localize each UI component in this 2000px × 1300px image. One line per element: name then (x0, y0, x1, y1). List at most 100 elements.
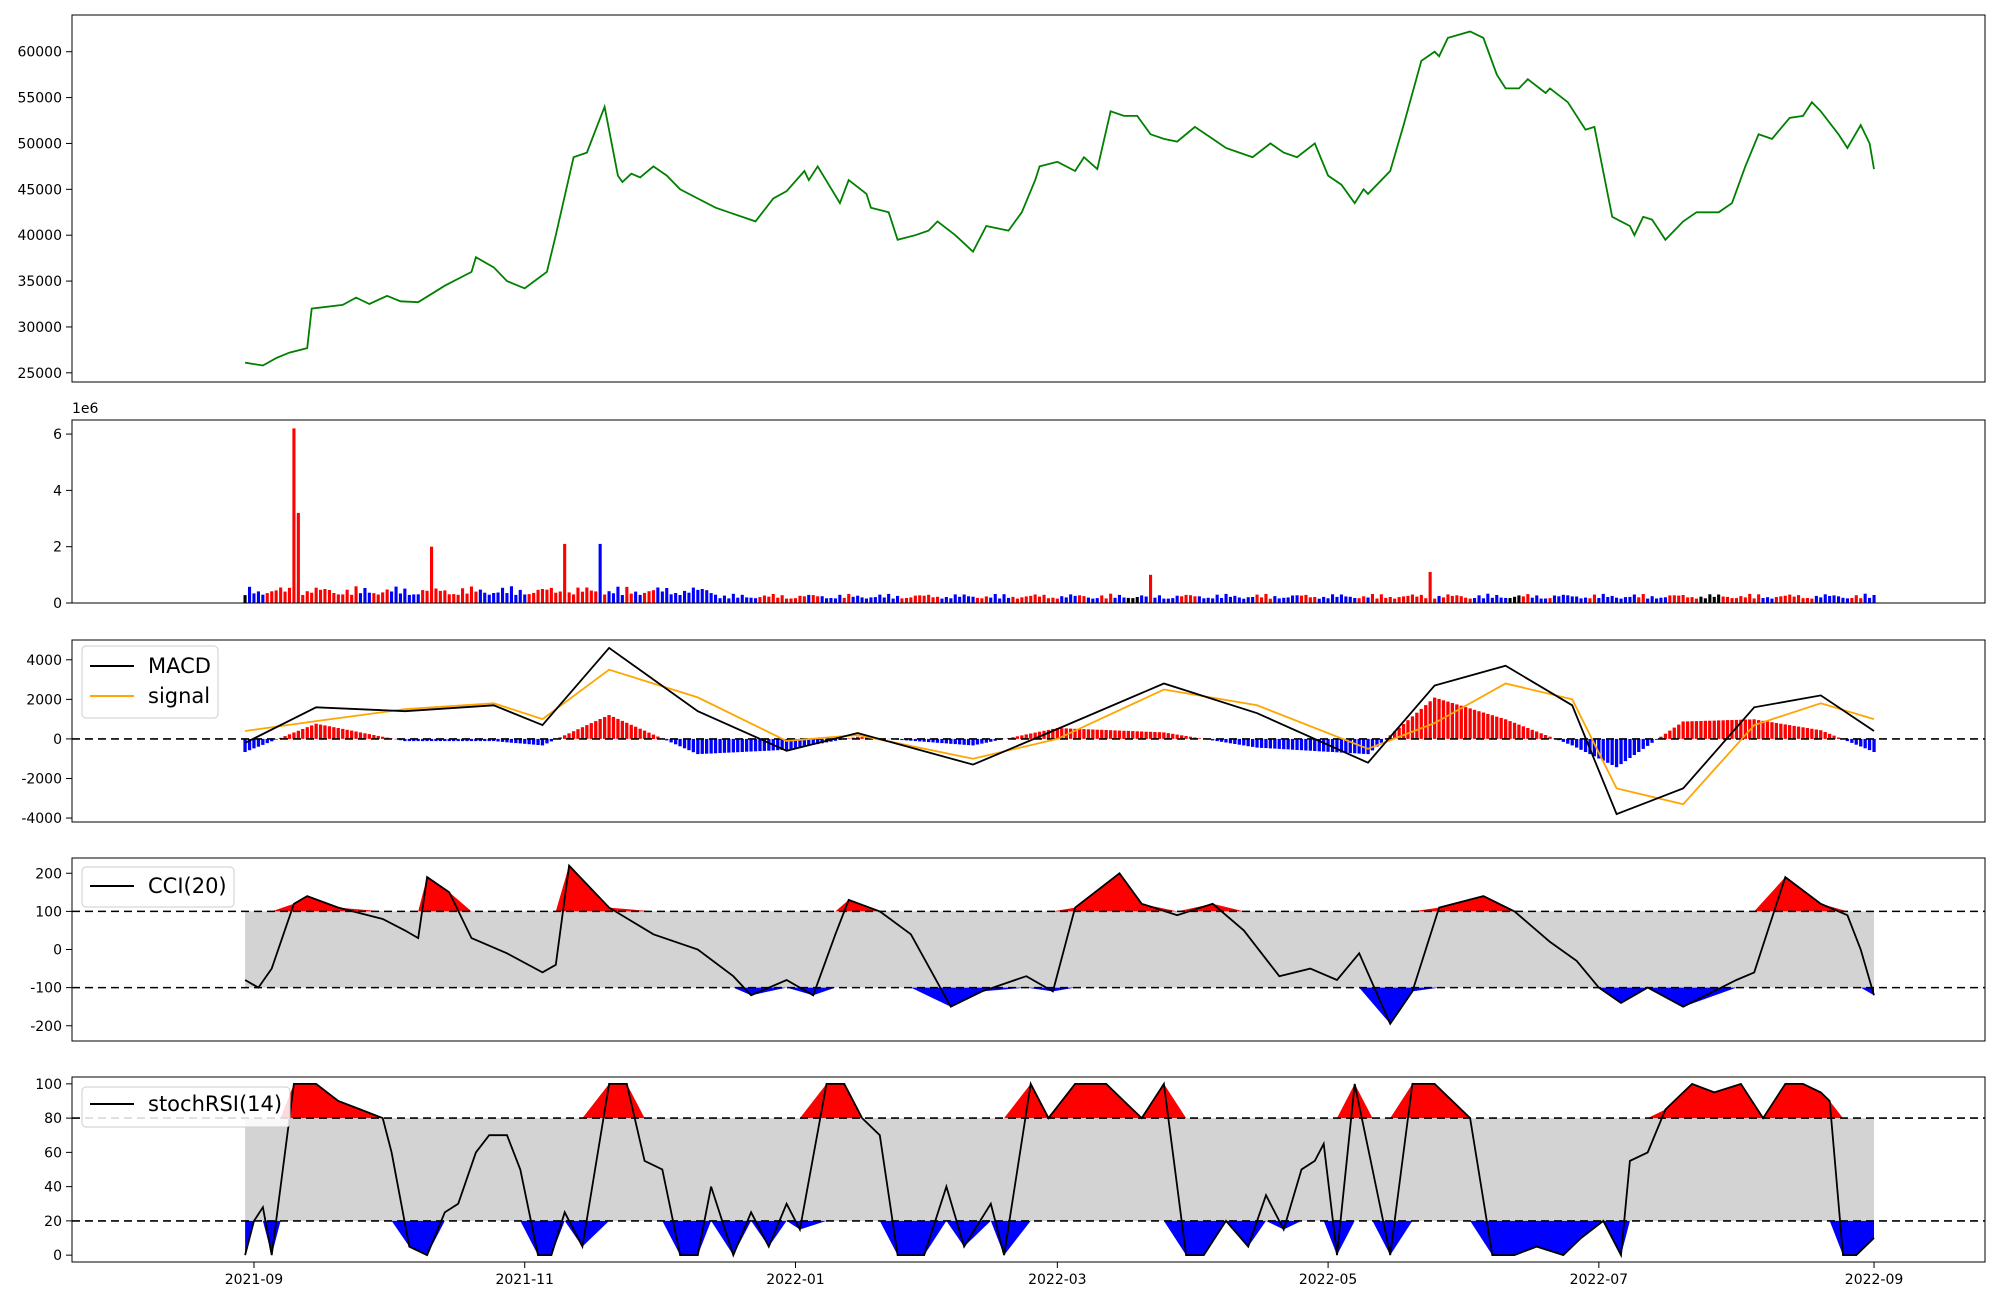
macd-histogram-bar (669, 738, 673, 743)
volume-bar (1739, 596, 1743, 603)
volume-bar (1029, 595, 1033, 603)
volume-bar (1539, 598, 1543, 603)
macd-histogram-bar (802, 738, 806, 747)
volume-bar (1708, 594, 1712, 603)
volume-bar (882, 597, 886, 603)
volume-bar (265, 593, 269, 603)
macd-histogram-bar (607, 715, 611, 739)
macd-histogram-bar (341, 728, 345, 739)
macd-histogram-bar (1339, 738, 1344, 753)
macd-histogram-bar (1055, 728, 1059, 739)
macd-histogram-bar (740, 738, 744, 752)
macd-histogram-bar (1148, 731, 1153, 739)
volume-bar (1504, 598, 1508, 603)
y-tick-label: 0 (53, 732, 62, 748)
volume-bar (1326, 598, 1330, 603)
macd-histogram-bar (1304, 738, 1308, 751)
volume-bar (252, 593, 256, 603)
volume-bar (1712, 596, 1716, 603)
macd-histogram-bar (1743, 719, 1747, 739)
volume-bar (1117, 594, 1121, 603)
macd-histogram-bar (1237, 738, 1241, 745)
volume-bar (838, 594, 842, 603)
macd-histogram-bar (980, 738, 984, 744)
volume-bar (319, 589, 323, 603)
cci-overbought-fill (245, 865, 1875, 912)
volume-bar (501, 587, 505, 603)
macd-histogram-bar (598, 719, 602, 739)
volume-bar (1113, 597, 1117, 603)
macd-histogram-bar (1379, 738, 1383, 743)
macd-legend: MACD signal (81, 645, 219, 719)
macd-histogram-bar (1730, 720, 1734, 739)
macd-histogram-bar (780, 738, 784, 750)
volume-bar (625, 586, 629, 603)
macd-histogram-bar (638, 728, 642, 739)
volume-bar (975, 597, 979, 603)
volume-bar (1046, 598, 1050, 603)
macd-histogram-bar (1242, 738, 1246, 746)
volume-bar (1672, 595, 1676, 603)
volume-bar (354, 586, 358, 603)
panel-frame (71, 14, 1986, 383)
macd-histogram-bar (287, 734, 292, 739)
macd-histogram-bar (1330, 738, 1335, 752)
stochrsi-overbought-fill (245, 1083, 1875, 1119)
volume-bar (527, 594, 531, 603)
volume-bar (1757, 594, 1761, 603)
macd-histogram-bar (1752, 719, 1756, 739)
macd-histogram-bar (1543, 735, 1548, 739)
volume-bar (1277, 598, 1281, 603)
macd-histogram-bar (1100, 729, 1104, 739)
macd-histogram-bar (243, 738, 247, 752)
macd-histogram-bar (620, 720, 624, 739)
volume-bar (1783, 595, 1787, 603)
volume-bar (1584, 597, 1588, 603)
volume-bar (767, 596, 771, 603)
macd-histogram-bar (1344, 738, 1348, 753)
volume-bar (1171, 598, 1175, 603)
volume-bar (1339, 594, 1343, 603)
volume-bar (771, 594, 775, 603)
macd-histogram-bar (531, 738, 536, 745)
volume-bar (1264, 593, 1268, 603)
volume-bar (825, 598, 829, 603)
macd-histogram-bar (1810, 728, 1814, 739)
macd-histogram-bar (674, 738, 678, 745)
macd-histogram-bar (1277, 738, 1281, 749)
macd-histogram-bar (1659, 736, 1663, 739)
volume-bar (1428, 572, 1432, 603)
volume-bar (1162, 598, 1166, 603)
volume-bar (1082, 596, 1086, 603)
volume-bar (1788, 594, 1792, 603)
macd-histogram-bar (576, 729, 580, 739)
macd-line (244, 646, 1875, 816)
y-tick-label: 2000 (26, 692, 62, 708)
volume-bar (1770, 598, 1774, 603)
volume-bar (980, 598, 984, 603)
volume-panel: 0 2 4 6 1e6 (53, 401, 1876, 612)
macd-histogram-bar (1468, 708, 1472, 739)
macd-histogram-bar (798, 738, 802, 748)
volume-bar (1610, 595, 1614, 603)
macd-histogram-bar (1082, 729, 1086, 739)
macd-histogram-bar (372, 735, 376, 739)
volume-bar (700, 589, 704, 603)
volume-bar (1379, 594, 1383, 603)
y-tick-label: 30000 (17, 320, 62, 336)
volume-bar (1530, 597, 1534, 603)
volume-bar (802, 596, 806, 603)
x-tick-label: 2022-05 (1299, 1272, 1358, 1288)
volume-bar (341, 594, 345, 603)
volume-bar (279, 587, 283, 603)
volume-bar (589, 590, 593, 603)
volume-bar (1499, 597, 1503, 603)
volume-bar (1814, 595, 1818, 603)
volume-bar (953, 594, 957, 603)
volume-bar (1153, 597, 1157, 603)
macd-histogram-bar (847, 738, 851, 739)
volume-bar (367, 592, 371, 603)
macd-y-axis: -4000 -2000 0 2000 4000 (21, 653, 72, 827)
macd-histogram-bar (1490, 715, 1494, 739)
macd-histogram-bar (1188, 736, 1193, 739)
